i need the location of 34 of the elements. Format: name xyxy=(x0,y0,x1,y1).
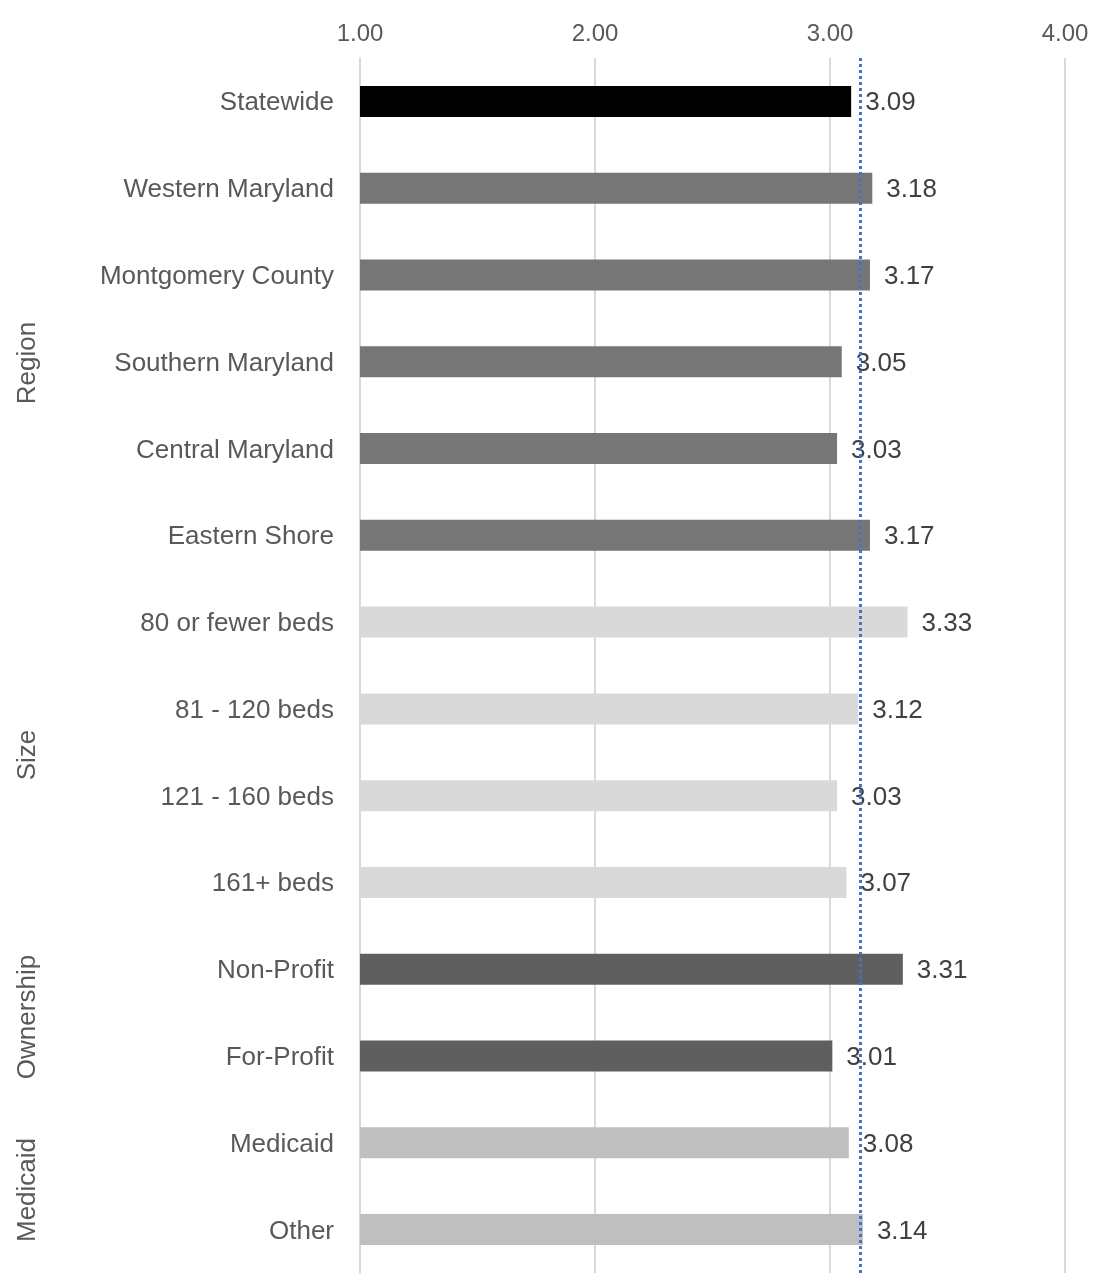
y-tick-label: Medicaid xyxy=(229,1127,334,1158)
x-tick-label: 2.00 xyxy=(571,18,619,46)
text: Region xyxy=(11,321,41,405)
data-label: 3.33 xyxy=(921,607,973,638)
y-tick-label: Non-Profit xyxy=(216,954,335,985)
y-tick-label: 81 - 120 beds xyxy=(174,693,334,724)
y-tick-label: Southern Maryland xyxy=(114,346,334,377)
y-tick-label: 161+ beds xyxy=(211,867,334,898)
x-tick-label: 3.00 xyxy=(806,18,854,46)
data-label: 3.08 xyxy=(862,1127,914,1158)
text: Medicaid xyxy=(11,1137,41,1243)
text: Size xyxy=(11,729,41,781)
y-tick-label: 80 or fewer beds xyxy=(140,607,334,638)
data-label: 3.07 xyxy=(860,867,912,898)
y-tick-label: For-Profit xyxy=(225,1041,335,1072)
data-label: 3.17 xyxy=(883,520,935,551)
data-label: 3.31 xyxy=(916,954,968,985)
y-tick-label: Other xyxy=(268,1214,335,1245)
data-label: 3.05 xyxy=(855,346,907,377)
y-tick-label: Montgomery County xyxy=(99,259,334,290)
data-label: 3.09 xyxy=(865,86,916,117)
y-tick-label: Statewide xyxy=(219,86,334,117)
data-label: 3.14 xyxy=(876,1214,928,1245)
data-label: 3.12 xyxy=(872,693,923,724)
data-label: 3.01 xyxy=(846,1041,897,1072)
y-tick-label: 121 - 160 beds xyxy=(160,780,334,811)
y-tick-label: Central Maryland xyxy=(136,433,334,464)
text: Ownership xyxy=(11,954,41,1080)
x-tick-label: 4.00 xyxy=(1041,18,1089,46)
y-tick-label: Eastern Shore xyxy=(167,520,334,551)
data-label: 3.17 xyxy=(883,259,935,290)
x-tick-label: 1.00 xyxy=(336,18,384,46)
y-tick-label: Western Maryland xyxy=(123,173,334,204)
data-label: 3.18 xyxy=(886,173,937,204)
